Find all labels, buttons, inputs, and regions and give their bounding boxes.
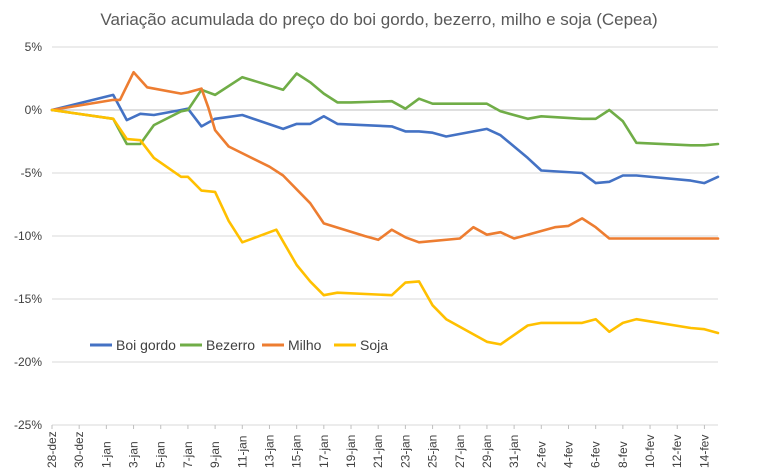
x-tick-label: 3-jan bbox=[127, 441, 141, 468]
x-tick-label: 12-fev bbox=[670, 435, 684, 468]
x-tick-label: 6-fev bbox=[589, 441, 603, 468]
series-layer bbox=[50, 70, 720, 346]
y-tick-label: 5% bbox=[25, 40, 43, 54]
x-tick-label: 28-dez bbox=[45, 431, 59, 468]
y-tick-label: -15% bbox=[14, 292, 42, 306]
grid-layer bbox=[52, 46, 718, 426]
legend: Boi gordo Bezerro Milho Soja bbox=[90, 337, 388, 353]
x-tick-label: 30-dez bbox=[72, 431, 86, 468]
x-tick-label: 9-jan bbox=[208, 441, 222, 468]
x-tick-label: 1-jan bbox=[99, 441, 113, 468]
chart-title: Variação acumulada do preço do boi gordo… bbox=[100, 10, 657, 29]
legend-bezerro-label: Bezerro bbox=[206, 337, 255, 353]
x-tick-label: 8-fev bbox=[616, 441, 630, 468]
y-tick-label: 0% bbox=[25, 103, 43, 117]
x-tick-label: 19-jan bbox=[344, 435, 358, 468]
y-tick-label: -25% bbox=[14, 418, 42, 432]
y-tick-label: -5% bbox=[21, 166, 43, 180]
x-tick-label: 25-jan bbox=[426, 435, 440, 468]
x-tick-label: 4-fev bbox=[561, 441, 575, 468]
legend-milho-label: Milho bbox=[288, 337, 322, 353]
x-tick-label: 14-fev bbox=[697, 435, 711, 468]
legend-soja-label: Soja bbox=[360, 337, 388, 353]
x-tick-label: 23-jan bbox=[398, 435, 412, 468]
y-tick-label: -20% bbox=[14, 355, 42, 369]
x-tick-label: 21-jan bbox=[371, 435, 385, 468]
series-line-milho bbox=[50, 70, 720, 244]
x-tick-label: 31-jan bbox=[507, 435, 521, 468]
x-tick-label: 15-jan bbox=[290, 435, 304, 468]
x-tick-label: 13-jan bbox=[262, 435, 276, 468]
x-tick-label: 27-jan bbox=[453, 435, 467, 468]
x-tick-label: 2-fev bbox=[534, 441, 548, 468]
series-line-bezerro bbox=[50, 72, 720, 147]
x-tick-label: 10-fev bbox=[643, 435, 657, 468]
series-line-boi-gordo bbox=[50, 93, 720, 185]
x-tick-label: 7-jan bbox=[181, 441, 195, 468]
x-tick-label: 11-jan bbox=[235, 436, 249, 468]
x-tick-label: 29-jan bbox=[480, 435, 494, 468]
y-axis-ticks: 5% 0% -5% -10% -15% -20% -25% bbox=[14, 40, 42, 432]
x-axis-ticks: 28-dez 30-dez 1-jan 3-jan 5-jan 7-jan 9-jan 11-… bbox=[45, 425, 711, 468]
series-line-soja bbox=[50, 108, 720, 346]
x-tick-label: 17-jan bbox=[317, 435, 331, 468]
x-tick-label: 5-jan bbox=[154, 441, 168, 468]
y-tick-label: -10% bbox=[14, 229, 42, 243]
legend-boi-gordo-label: Boi gordo bbox=[116, 337, 176, 353]
